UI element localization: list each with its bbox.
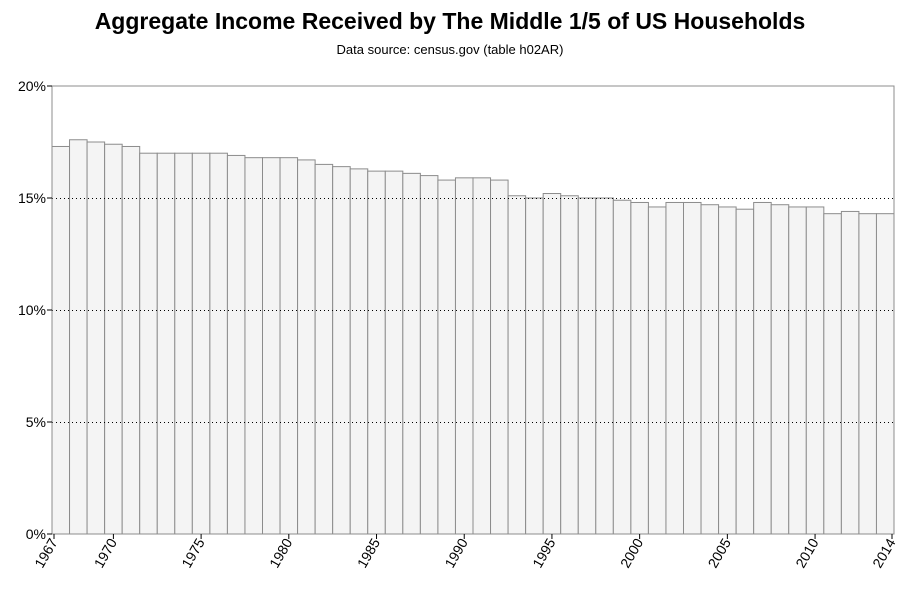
chart-subtitle: Data source: census.gov (table h02AR) [336, 42, 564, 57]
bar-1985 [367, 170, 386, 535]
bar-1991 [472, 177, 492, 535]
y-tick-label: 15% [18, 190, 46, 206]
y-axis: 0% 5% 10% 15% 20% [18, 78, 52, 542]
bar-1983 [332, 166, 351, 535]
y-tick-label: 0% [26, 526, 46, 542]
bar-2003 [683, 201, 702, 535]
bar-2006 [735, 208, 755, 535]
bar-1975 [191, 152, 211, 535]
chart-title: Aggregate Income Received by The Middle … [94, 8, 806, 34]
x-tick-label: 1975 [178, 535, 208, 570]
bar-1998 [595, 197, 614, 535]
bar-1996 [560, 195, 579, 535]
gridlines-group [52, 198, 894, 423]
bar-1982 [314, 163, 334, 535]
bar-1984 [349, 168, 369, 535]
bar-1977 [226, 154, 246, 535]
bar-1989 [437, 179, 456, 535]
x-axis: 1967 1970 1975 1980 1985 1990 1995 2000 2005 2010… [31, 534, 899, 570]
bar-1999 [612, 199, 632, 535]
bar-1997 [577, 197, 597, 535]
x-tick-label: 2010 [792, 535, 822, 570]
bar-2013 [858, 213, 877, 535]
bar-2001 [647, 206, 667, 535]
bar-1981 [297, 159, 316, 535]
bar-1988 [419, 175, 439, 535]
bar-1978 [244, 157, 264, 535]
bar-1976 [209, 152, 228, 535]
x-tick-label: 2000 [617, 535, 647, 570]
x-tick-label: 1970 [91, 535, 121, 570]
bar-1980 [279, 157, 299, 535]
bar-2002 [665, 201, 685, 535]
bar-1993 [507, 195, 527, 535]
x-tick-label: 1985 [354, 535, 384, 570]
x-tick-label: 1995 [529, 535, 559, 570]
x-tick-label: 1980 [266, 535, 296, 570]
bar-1974 [174, 152, 193, 535]
bar-2008 [770, 204, 790, 535]
bar-2014 [875, 213, 895, 535]
bar-1979 [262, 157, 281, 535]
x-tick-label: 2005 [705, 535, 735, 570]
bar-2010 [805, 206, 825, 535]
bar-1970 [104, 143, 123, 535]
bar-1987 [402, 172, 421, 535]
bar-1995 [542, 193, 562, 535]
bar-1973 [156, 152, 176, 535]
bar-2012 [840, 210, 860, 535]
bar-1986 [384, 170, 404, 535]
y-tick-label: 5% [26, 414, 46, 430]
x-tick-label: 2014 [869, 535, 899, 570]
bars-group [51, 139, 895, 535]
y-tick-label: 10% [18, 302, 46, 318]
bar-1967 [51, 145, 71, 535]
bar-1969 [86, 141, 106, 535]
bar-2000 [630, 201, 649, 535]
bar-2005 [718, 206, 737, 535]
bar-2007 [753, 201, 772, 535]
bar-2011 [823, 213, 842, 535]
bar-2004 [700, 204, 720, 535]
bar-1990 [454, 177, 474, 535]
x-tick-label: 1990 [441, 535, 471, 570]
y-tick-label: 20% [18, 78, 46, 94]
bar-2009 [788, 206, 807, 535]
bar-1972 [139, 152, 158, 535]
bar-1994 [525, 197, 544, 535]
bar-1971 [121, 145, 141, 535]
bar-1992 [490, 179, 509, 535]
